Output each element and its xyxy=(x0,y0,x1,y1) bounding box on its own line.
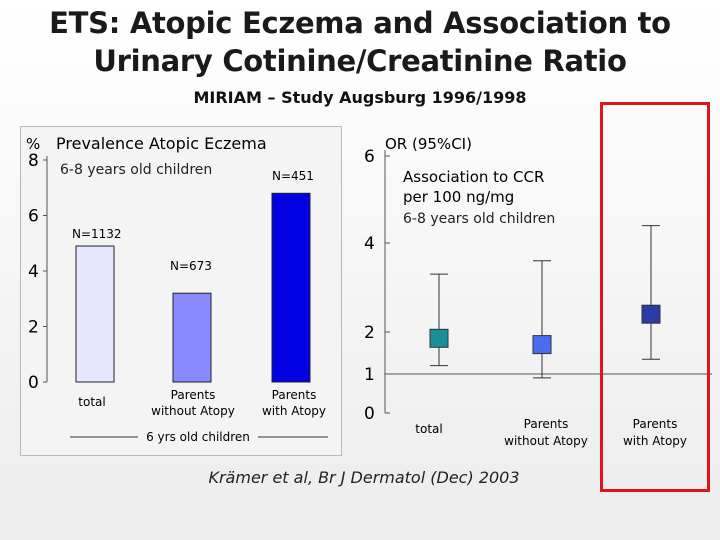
or-x-label: with Atopy xyxy=(623,434,687,448)
bar-chart-subtitle: 6-8 years old children xyxy=(60,162,212,178)
or-y-tick-label: 6 xyxy=(364,147,375,167)
or-x-label: total xyxy=(415,422,442,436)
bar-x-label: Parents xyxy=(171,388,216,402)
or-y-tick-label: 4 xyxy=(364,234,375,254)
citation: Krämer et al, Br J Dermatol (Dec) 2003 xyxy=(208,468,520,487)
or-chart-title: OR (95%CI) xyxy=(385,135,472,153)
bar-y-tick-label: 6 xyxy=(28,207,39,227)
bar-y-tick-label: 8 xyxy=(28,151,39,171)
bar-ylabel: % xyxy=(26,135,40,153)
slide-title-line2: Urinary Cotinine/Creatinine Ratio xyxy=(93,44,627,78)
slide-title-line1: ETS: Atopic Eczema and Association to xyxy=(49,6,671,40)
bar-y-tick-label: 4 xyxy=(28,262,39,282)
bar-annotation: N=1132 xyxy=(72,227,122,241)
slide-subtitle: MIRIAM – Study Augsburg 1996/1998 xyxy=(193,88,527,107)
bar xyxy=(75,245,115,383)
or-point xyxy=(641,304,661,324)
or-x-label: without Atopy xyxy=(504,434,588,448)
or-y-tick-label: 2 xyxy=(364,323,375,343)
or-point xyxy=(429,328,449,348)
bar-x-label: with Atopy xyxy=(262,404,326,418)
bar-group-label: 6 yrs old children xyxy=(146,430,250,444)
or-x-label: Parents xyxy=(524,417,569,431)
or-point xyxy=(532,335,552,355)
bar-annotation: N=451 xyxy=(272,169,314,183)
or-x-label: Parents xyxy=(633,417,678,431)
bar-y-tick-label: 2 xyxy=(28,318,39,338)
bar-y-tick-label: 0 xyxy=(28,373,39,393)
bar-annotation: N=673 xyxy=(170,259,212,273)
or-subtitle-3: 6-8 years old children xyxy=(403,211,555,227)
highlight-box xyxy=(600,102,710,492)
or-subtitle-1: Association to CCR xyxy=(403,168,544,186)
bar-x-label: Parents xyxy=(272,388,317,402)
or-y-tick-label: 1 xyxy=(364,365,375,385)
bar-x-label: without Atopy xyxy=(151,404,235,418)
bar xyxy=(172,292,212,383)
bar xyxy=(271,192,311,383)
or-y-tick-label: 0 xyxy=(364,404,375,424)
or-subtitle-2: per 100 ng/mg xyxy=(403,188,514,206)
bar-chart-title: Prevalence Atopic Eczema xyxy=(56,134,267,153)
bar-x-label: total xyxy=(78,395,105,409)
slide-title: ETS: Atopic Eczema and Association to Ur… xyxy=(20,4,700,80)
